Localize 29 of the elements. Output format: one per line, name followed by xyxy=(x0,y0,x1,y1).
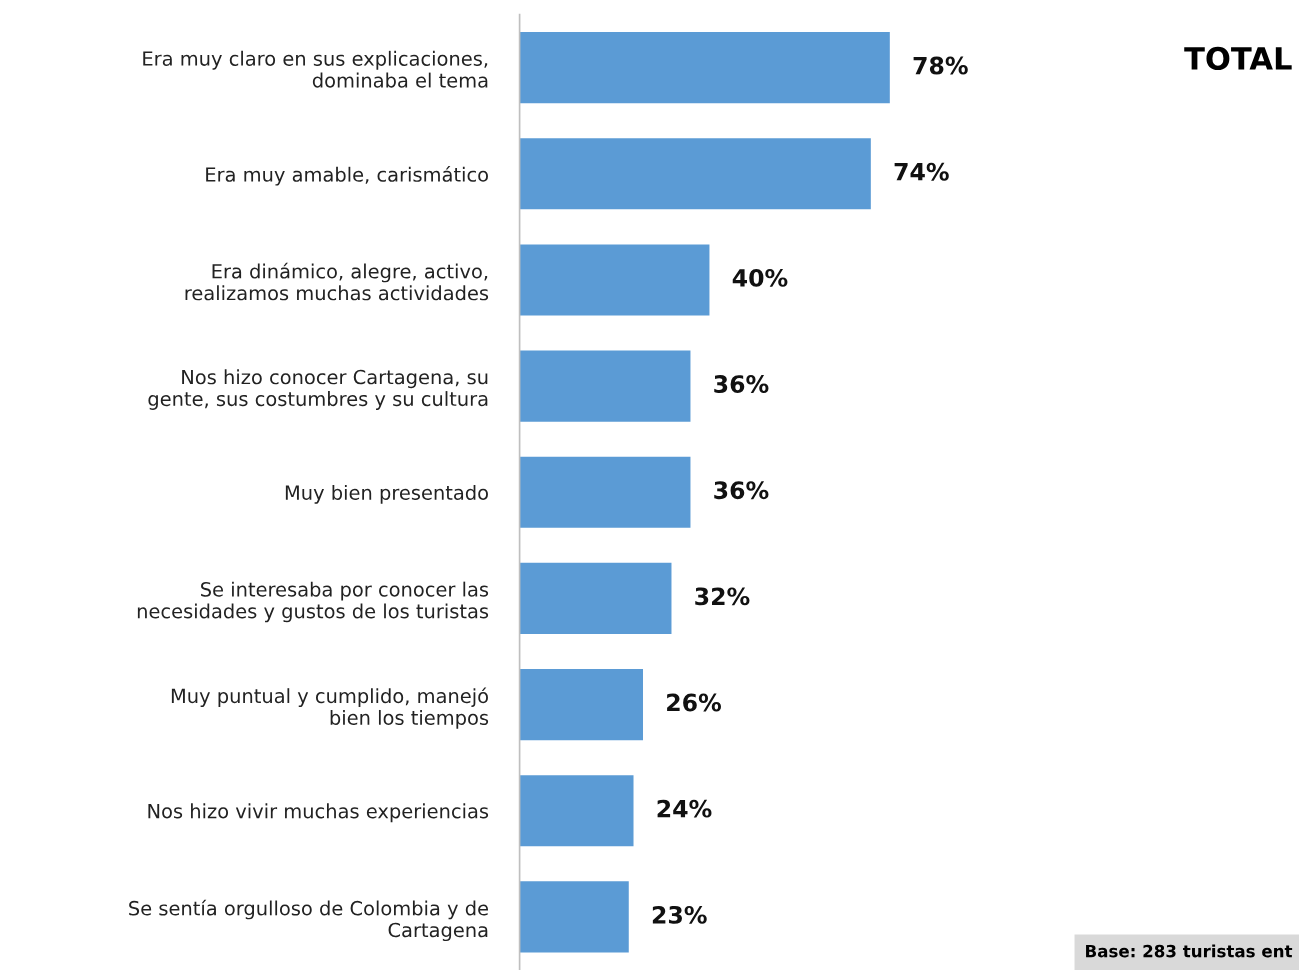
data-label: 74% xyxy=(894,162,949,181)
bar xyxy=(519,775,634,847)
bar xyxy=(519,350,691,422)
bar xyxy=(519,244,710,316)
bar xyxy=(519,456,691,528)
data-label: 36% xyxy=(714,375,769,393)
y-tick-label: Nos hizo conocer Cartagena, su gente, sus costumbres y su cultura xyxy=(148,369,488,410)
y-tick-label: Muy puntual y cumplido, manejó bien los tiempos xyxy=(171,687,489,729)
bar xyxy=(519,32,890,104)
y-tick-label: Era muy claro en sus explicaciones, dominaba el tema xyxy=(143,50,488,88)
y-tick-label: Muy bien presentado xyxy=(285,484,488,504)
bar xyxy=(519,881,629,953)
data-label: 26% xyxy=(667,693,721,712)
bar xyxy=(519,669,643,741)
data-label: 23% xyxy=(652,905,707,924)
text: TOTAL xyxy=(1184,46,1292,70)
bar xyxy=(519,562,672,634)
data-label: 40% xyxy=(732,268,788,287)
data-label: 78% xyxy=(913,56,968,75)
y-tick-label: Se sentía orgulloso de Colombia y de Cartagena xyxy=(129,899,488,942)
data-label: 36% xyxy=(714,481,769,500)
bar xyxy=(519,138,871,210)
text: Base: 283 turistas ent xyxy=(1086,944,1293,958)
data-label: 24% xyxy=(657,799,712,818)
data-label: 32% xyxy=(695,587,750,606)
y-tick-label: Se interesaba por conocer las necesidades y gustos de los turistas xyxy=(137,581,489,623)
y-tick-label: Nos hizo vivir muchas experiencias xyxy=(148,803,489,823)
y-tick-label: Era muy amable, carismático xyxy=(206,166,488,186)
y-tick-label: Era dinámico, alegre, activo, realizamos muchas actividades xyxy=(185,262,489,301)
